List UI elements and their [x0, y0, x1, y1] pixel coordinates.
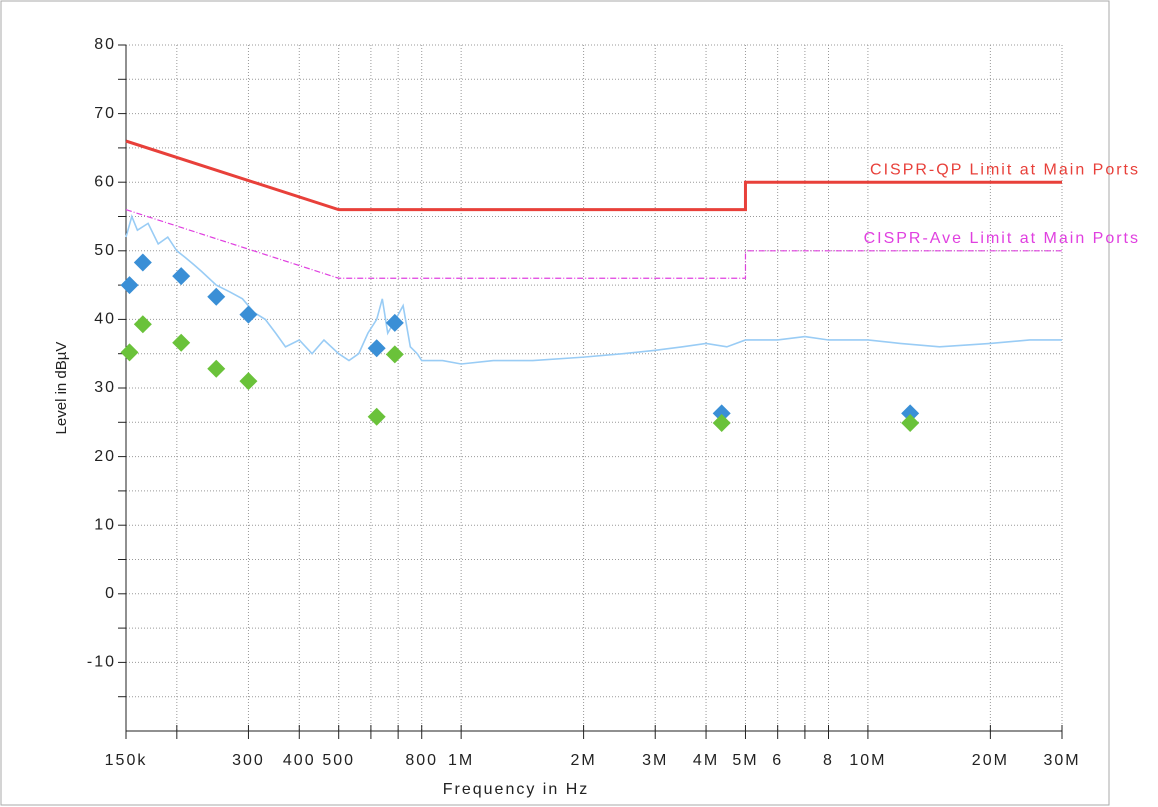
marker — [120, 276, 139, 295]
marker — [901, 404, 920, 423]
marker — [133, 315, 152, 334]
marker — [901, 413, 920, 432]
x-axis-label: Frequency in Hz — [443, 781, 590, 798]
x-tick-label: 400 — [283, 752, 316, 769]
x-tick-label: 5M — [732, 752, 758, 769]
y-tick-label: 0 — [105, 585, 116, 602]
marker — [239, 372, 258, 391]
limit-line — [125, 209, 1062, 279]
x-tick-label: 800 — [405, 752, 438, 769]
limit-label: CISPR-QP Limit at Main Ports — [870, 161, 1140, 178]
y-tick-label: 30 — [94, 379, 116, 396]
y-tick-label: 40 — [94, 311, 116, 328]
marker — [133, 253, 152, 272]
y-tick-label: 20 — [94, 448, 116, 465]
marker — [385, 313, 404, 332]
y-tick-label: 50 — [94, 242, 116, 259]
marker — [385, 345, 404, 364]
marker — [207, 359, 226, 378]
x-tick-label: 300 — [232, 752, 265, 769]
x-tick-label: 30M — [1043, 752, 1080, 769]
x-tick-label: 150k — [105, 752, 148, 769]
x-tick-label: 8 — [823, 752, 834, 769]
x-tick-label: 20M — [972, 752, 1009, 769]
marker — [207, 287, 226, 306]
marker — [712, 413, 731, 432]
x-tick-label: 4M — [693, 752, 719, 769]
marker — [120, 343, 139, 362]
y-tick-label: -10 — [87, 654, 116, 671]
marker — [367, 407, 386, 426]
marker — [172, 267, 191, 286]
y-tick-label: 70 — [94, 105, 116, 122]
limit-line — [125, 139, 1062, 212]
y-tick-label: 10 — [94, 516, 116, 533]
y-axis-label: Level in dBµV — [53, 342, 70, 435]
marker — [367, 339, 386, 358]
marker — [239, 305, 258, 324]
marker — [172, 333, 191, 352]
limit-label: CISPR-Ave Limit at Main Ports — [864, 230, 1140, 247]
y-tick-label: 80 — [94, 36, 116, 53]
x-tick-label: 10M — [849, 752, 886, 769]
x-tick-label: 2M — [570, 752, 596, 769]
y-tick-label: 60 — [94, 173, 116, 190]
trace-line — [125, 214, 1062, 365]
marker — [712, 404, 731, 423]
x-tick-label: 500 — [322, 752, 355, 769]
frame — [0, 0, 1110, 806]
x-tick-label: 1M — [448, 752, 474, 769]
x-tick-label: 6 — [772, 752, 783, 769]
x-tick-label: 3M — [642, 752, 668, 769]
